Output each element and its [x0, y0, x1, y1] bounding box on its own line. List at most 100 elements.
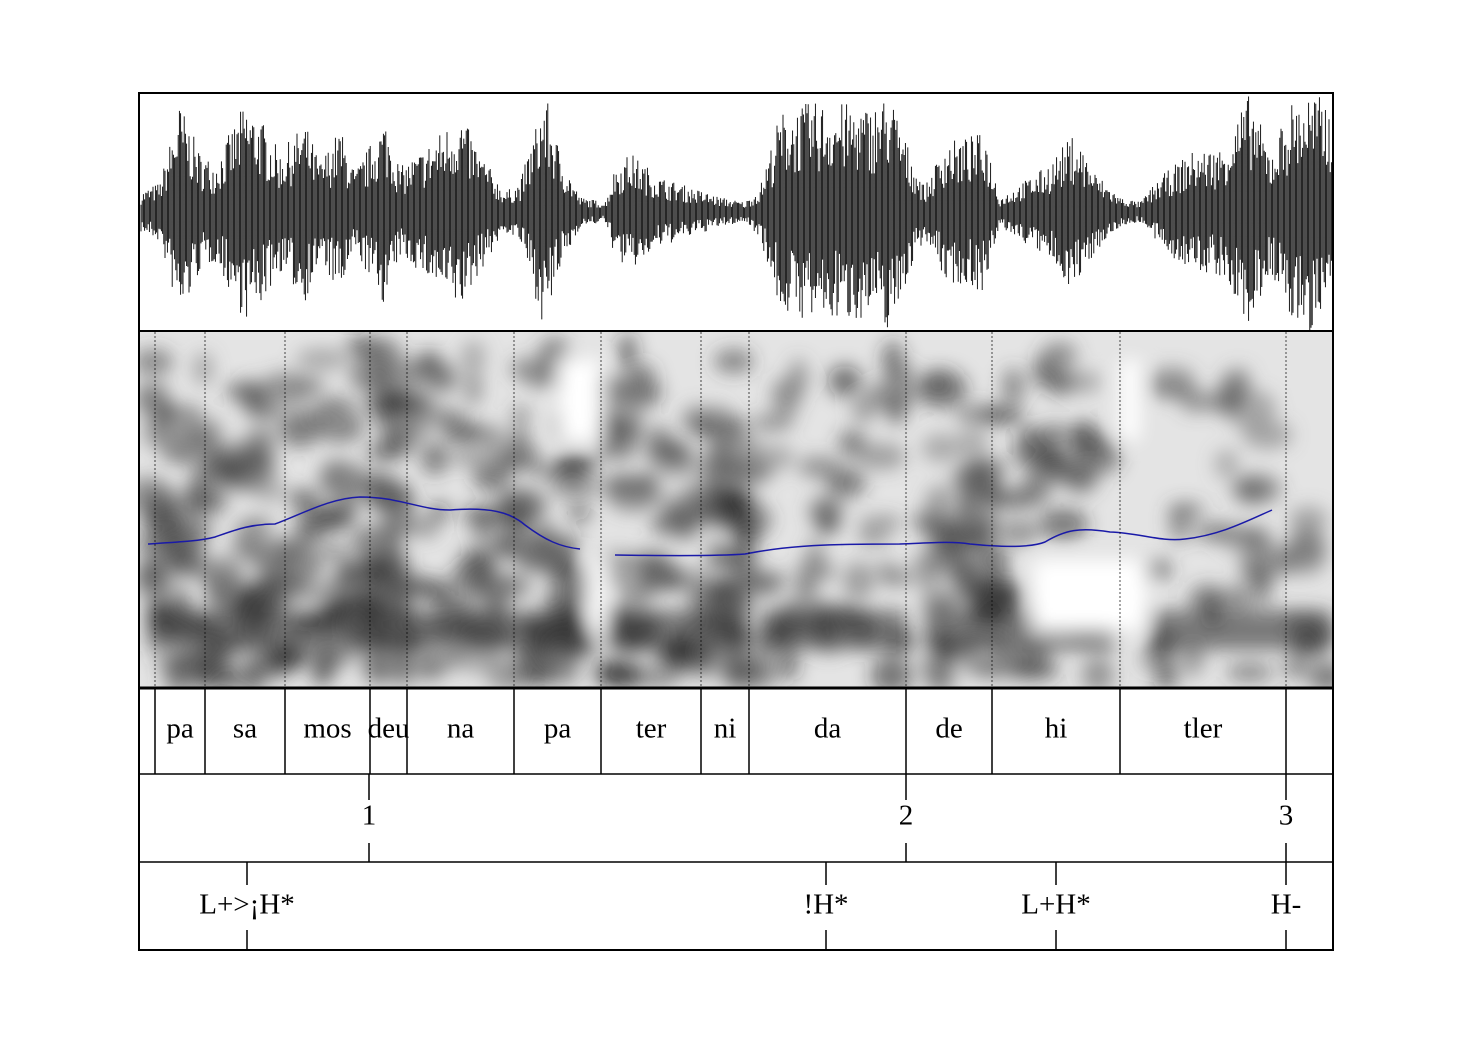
syllable-label: hi: [1045, 713, 1068, 745]
energy-blob: [450, 451, 488, 465]
energy-blob: [842, 561, 875, 601]
energy-blob: [753, 444, 795, 471]
energy-blob: [268, 538, 316, 556]
energy-blob: [1013, 434, 1059, 469]
energy-blob: [243, 386, 268, 410]
energy-blob: [510, 426, 529, 450]
energy-blob: [751, 414, 794, 431]
energy-blob: [320, 458, 348, 489]
energy-blob: [651, 451, 699, 479]
syllable-label: de: [935, 713, 962, 745]
energy-blob: [618, 332, 637, 371]
energy-blob: [595, 439, 637, 462]
silence: [560, 360, 600, 440]
energy-blob: [956, 428, 988, 458]
energy-blob: [1002, 519, 1039, 546]
energy-blob: [140, 348, 174, 376]
energy-blob: [414, 656, 447, 681]
energy-blob: [709, 576, 748, 612]
syllable-label: pa: [544, 713, 572, 745]
energy-blob: [1032, 354, 1055, 389]
energy-blob: [870, 655, 913, 687]
energy-blob: [242, 444, 277, 469]
energy-blob: [315, 397, 356, 411]
energy-blob: [1081, 656, 1115, 687]
energy-blob: [708, 551, 729, 566]
energy-blob: [921, 433, 960, 463]
energy-blob: [380, 515, 410, 538]
energy-blob: [874, 515, 902, 530]
energy-blob: [303, 406, 331, 421]
energy-blob: [1137, 558, 1173, 581]
energy-blob: [396, 649, 413, 687]
energy-blob: [140, 476, 173, 516]
energy-blob: [630, 479, 650, 508]
spectrogram: [140, 332, 1332, 687]
syllable-label: da: [814, 713, 842, 745]
energy-blob: [500, 443, 541, 471]
energy-blob: [882, 340, 904, 380]
energy-blob: [242, 662, 264, 687]
energy-blob: [443, 421, 491, 445]
energy-blob: [472, 461, 512, 492]
energy-blob: [732, 518, 760, 550]
tone-label: !H*: [803, 889, 848, 921]
energy-blob: [880, 569, 912, 586]
formant-band: [701, 610, 749, 650]
energy-blob: [362, 554, 413, 575]
energy-blob: [140, 390, 166, 406]
formant-band: [1150, 610, 1332, 650]
energy-blob: [278, 410, 321, 448]
energy-blob: [405, 409, 432, 443]
formant-band: [514, 610, 585, 650]
energy-blob: [142, 506, 188, 545]
energy-blob: [807, 495, 844, 527]
energy-blob: [968, 580, 1019, 616]
syllable-label: ter: [636, 713, 667, 745]
energy-blob: [1063, 370, 1102, 393]
energy-blob: [272, 547, 324, 585]
syllable-label: sa: [233, 713, 257, 745]
energy-blob: [412, 517, 440, 539]
energy-blob: [507, 575, 527, 590]
waveform-trace: [140, 96, 1332, 330]
break-index-label: 1: [362, 800, 377, 832]
energy-blob: [501, 488, 540, 511]
energy-blob: [1225, 664, 1274, 681]
energy-blob: [713, 349, 754, 374]
pitch-contour: [614, 509, 1273, 557]
energy-blob: [511, 405, 530, 425]
energy-blob: [189, 520, 215, 537]
waveform: [140, 96, 1332, 330]
energy-blob: [310, 503, 358, 528]
energy-blob: [1282, 539, 1327, 576]
energy-blob: [1214, 449, 1239, 479]
pitch-contour: [147, 496, 581, 550]
break-index-label: 3: [1279, 800, 1294, 832]
energy-blob: [163, 660, 186, 687]
energy-blob: [928, 538, 964, 579]
energy-blob: [369, 476, 410, 515]
silence: [589, 560, 606, 630]
energy-blob: [778, 649, 799, 681]
energy-blob: [620, 580, 653, 610]
energy-blob: [1224, 584, 1252, 612]
energy-blob: [642, 557, 661, 594]
energy-blob: [1231, 474, 1282, 504]
energy-blob: [417, 372, 455, 389]
formant-band: [205, 610, 285, 650]
energy-blob: [825, 467, 866, 498]
energy-blob: [1252, 570, 1272, 605]
formant-band: [610, 610, 701, 650]
energy-blob: [461, 340, 486, 374]
energy-blob: [915, 369, 968, 409]
energy-blob: [795, 559, 835, 583]
energy-blob: [163, 543, 190, 574]
energy-blob: [429, 502, 450, 523]
formant-band: [370, 610, 407, 650]
energy-blob: [637, 665, 679, 687]
energy-blob: [981, 405, 1025, 425]
energy-blob: [1008, 496, 1035, 509]
energy-blob: [420, 441, 449, 476]
